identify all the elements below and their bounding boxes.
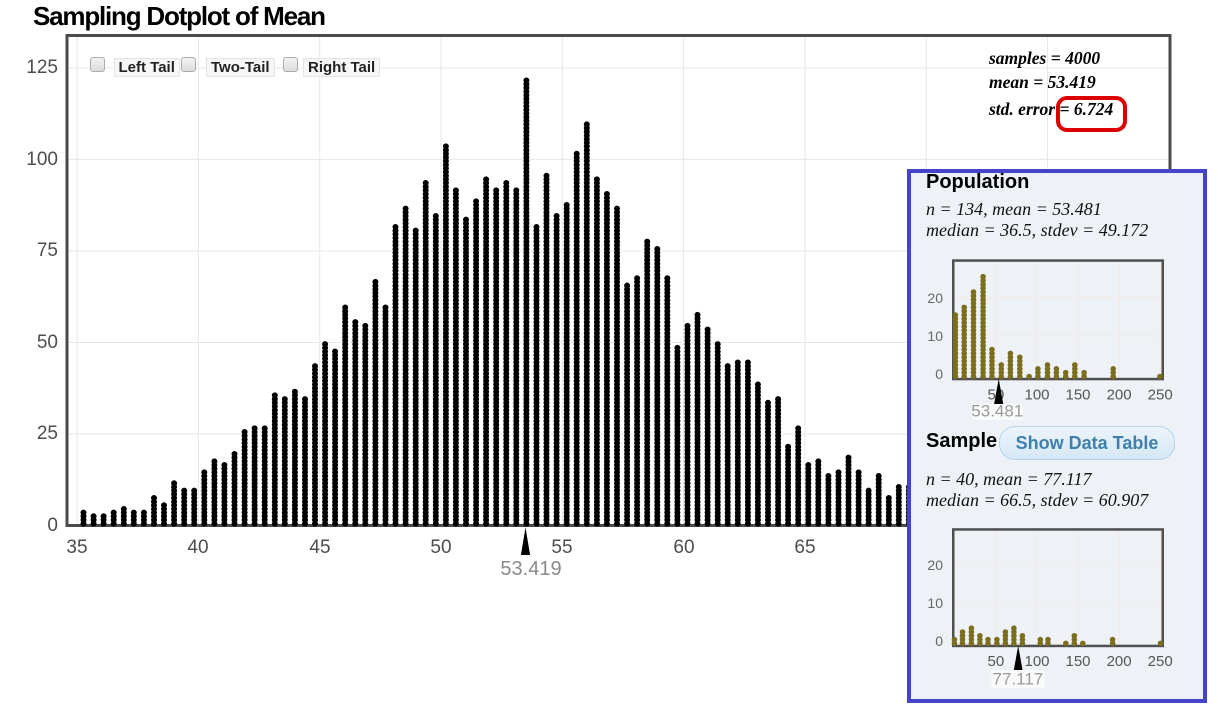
- svg-text:77.117: 77.117: [993, 670, 1044, 689]
- svg-text:10: 10: [927, 595, 943, 611]
- svg-text:200: 200: [1107, 653, 1132, 670]
- svg-text:53.481: 53.481: [971, 402, 1023, 421]
- svg-text:0: 0: [935, 633, 943, 649]
- svg-text:250: 250: [1148, 653, 1173, 670]
- svg-text:10: 10: [927, 328, 943, 344]
- svg-text:100: 100: [1024, 653, 1049, 670]
- svg-text:250: 250: [1148, 386, 1173, 403]
- svg-text:100: 100: [1024, 386, 1049, 403]
- svg-text:150: 150: [1065, 653, 1090, 670]
- svg-text:20: 20: [927, 557, 943, 573]
- svg-text:20: 20: [927, 290, 943, 306]
- svg-text:150: 150: [1065, 386, 1090, 403]
- svg-text:0: 0: [935, 366, 943, 382]
- svg-text:50: 50: [988, 653, 1005, 670]
- svg-text:200: 200: [1107, 386, 1132, 403]
